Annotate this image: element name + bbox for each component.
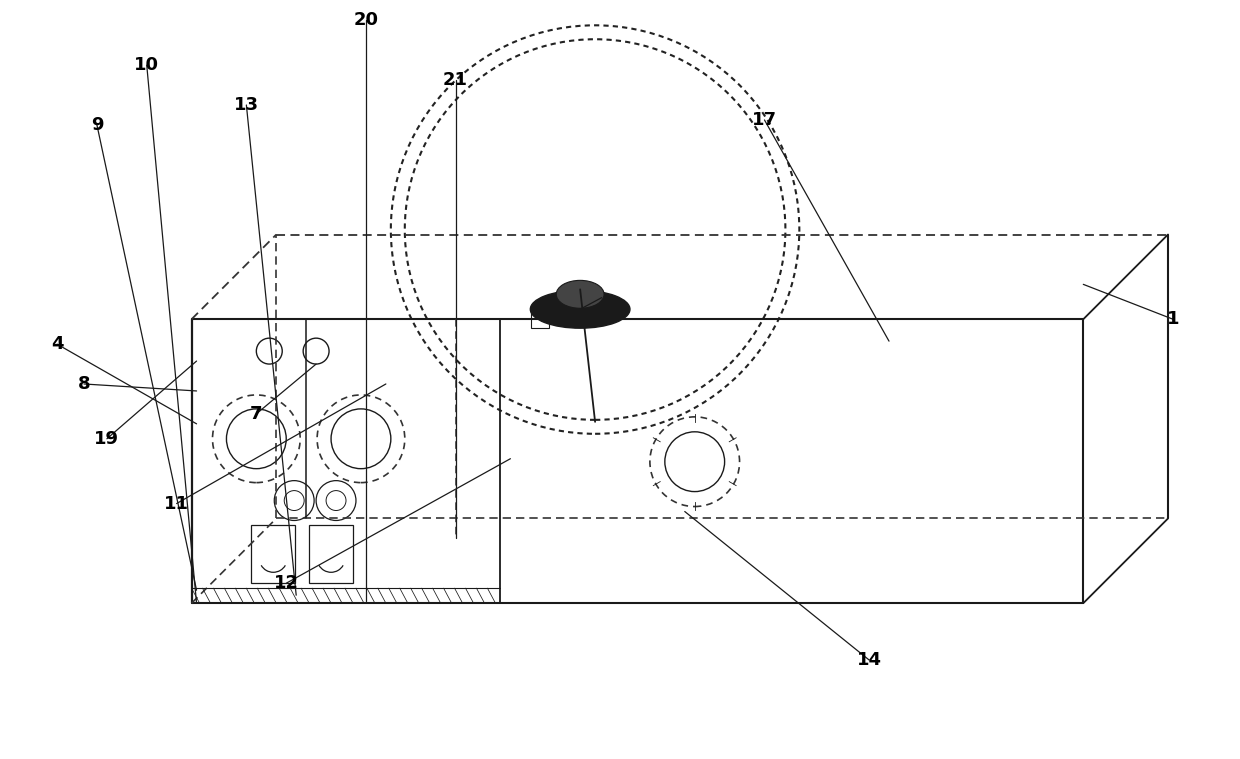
Text: 9: 9 bbox=[91, 116, 103, 134]
Text: 4: 4 bbox=[51, 335, 63, 353]
Text: 12: 12 bbox=[274, 575, 299, 592]
Text: 7: 7 bbox=[250, 405, 263, 423]
Ellipse shape bbox=[557, 280, 604, 308]
Text: 1: 1 bbox=[1167, 310, 1179, 328]
Text: 11: 11 bbox=[164, 495, 190, 512]
Bar bbox=[252, 525, 295, 583]
Text: 21: 21 bbox=[443, 71, 469, 89]
Text: 10: 10 bbox=[134, 56, 159, 74]
Text: 8: 8 bbox=[78, 375, 91, 393]
Text: 19: 19 bbox=[94, 430, 119, 448]
Ellipse shape bbox=[531, 291, 630, 328]
Text: 17: 17 bbox=[751, 111, 777, 129]
Text: 13: 13 bbox=[234, 96, 259, 114]
Bar bbox=[309, 525, 353, 583]
Text: 20: 20 bbox=[353, 11, 378, 30]
Text: 14: 14 bbox=[857, 651, 882, 669]
Bar bbox=[531, 310, 549, 328]
